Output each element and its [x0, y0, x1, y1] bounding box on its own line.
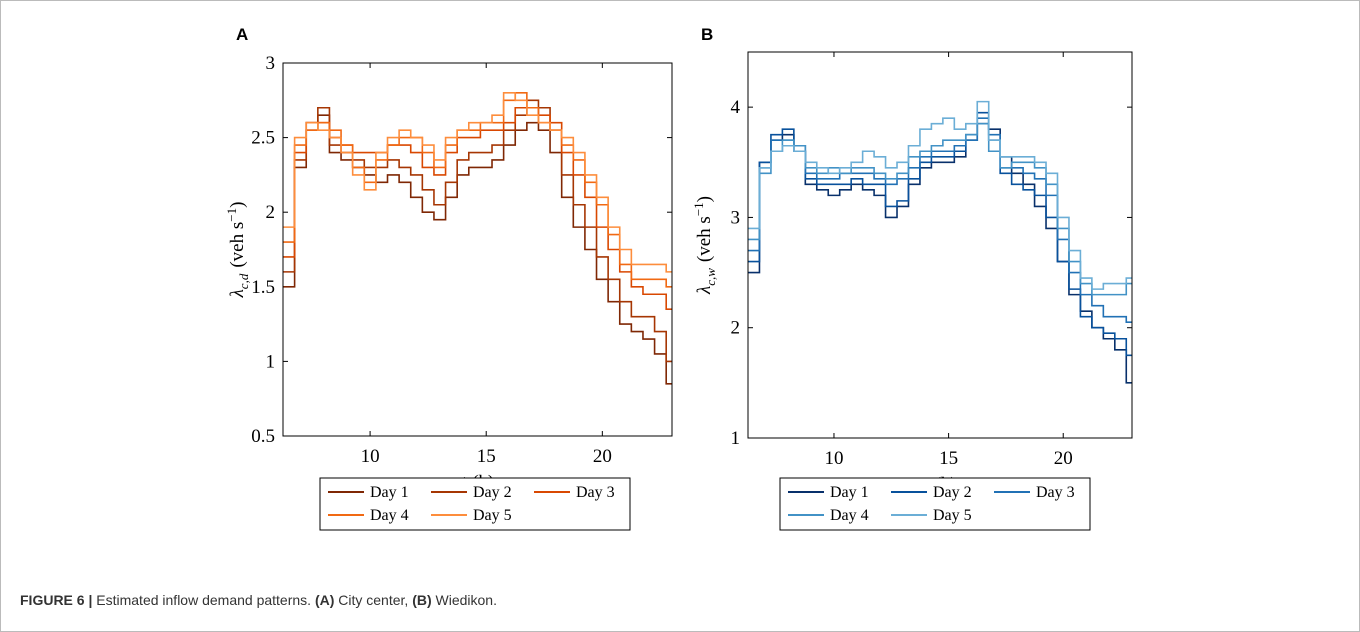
panel-label: B	[701, 25, 713, 44]
y-label-close: )	[694, 196, 715, 202]
x-tick-label: 10	[824, 448, 843, 469]
x-tick-label: 20	[1054, 448, 1073, 469]
caption-ref: (B)	[412, 592, 432, 608]
plot-area	[748, 100, 1132, 384]
y-label-subscript: c,w	[703, 268, 718, 286]
x-tick-label: 15	[477, 446, 496, 467]
series-line	[748, 100, 1132, 290]
caption-text: Estimated inflow demand patterns.	[92, 592, 315, 608]
y-tick-label: 1	[731, 428, 741, 449]
legend-label: Day 1	[830, 484, 869, 501]
y-tick-label: 2	[266, 202, 276, 223]
series-line	[283, 92, 672, 273]
legend-label: Day 4	[370, 507, 409, 524]
figure: A0.511.522.53101520t(h)λc,d(veh s−1)Day …	[224, 25, 1133, 531]
y-axis-label: λc,d (veh s−1)	[224, 202, 251, 299]
y-tick-label: 3	[731, 207, 741, 228]
x-tick-label: 20	[593, 446, 612, 467]
y-label-superscript: −1	[691, 202, 706, 216]
y-label-symbol: λ	[227, 289, 248, 298]
legend-label: Day 3	[576, 484, 615, 501]
plot-frame	[282, 62, 673, 437]
panel-label: A	[236, 25, 248, 44]
caption-text: Wiedikon.	[431, 592, 497, 608]
y-label-symbol: λ	[694, 286, 715, 295]
x-tick-label: 15	[939, 448, 958, 469]
legend-label: Day 5	[933, 507, 972, 524]
y-axis-label: λc,w (veh s−1)	[691, 196, 718, 295]
caption-ref: (A)	[314, 592, 335, 608]
y-tick-label: 3	[266, 53, 276, 74]
caption-text: City center,	[334, 592, 413, 608]
legend-label: Day 2	[473, 484, 512, 501]
y-label-unit: (veh s	[227, 222, 248, 268]
y-label-subscript: c,d	[236, 273, 251, 289]
x-tick-label: 10	[361, 446, 380, 467]
series-line	[283, 92, 672, 288]
caption-label: FIGURE 6 |	[20, 592, 93, 608]
plot-area	[283, 92, 672, 385]
legend-label: Day 3	[1036, 484, 1075, 501]
caption: FIGURE 6 | Estimated inflow demand patte…	[20, 592, 497, 608]
y-label-close: )	[227, 202, 248, 208]
legend-box	[779, 477, 1091, 531]
y-label-unit: (veh s	[694, 216, 715, 262]
y-tick-label: 4	[731, 97, 741, 118]
legend-box	[319, 477, 631, 531]
legend-label: Day 5	[473, 507, 512, 524]
legend-label: Day 2	[933, 484, 972, 501]
series-line	[748, 111, 1132, 357]
series-line	[748, 122, 1132, 296]
legend-label: Day 1	[370, 484, 409, 501]
y-tick-label: 1	[266, 351, 276, 372]
y-tick-label: 0.5	[251, 426, 275, 447]
y-tick-label: 2	[731, 318, 741, 339]
plot-frame	[747, 51, 1133, 439]
y-tick-label: 2.5	[251, 128, 275, 149]
legend-label: Day 4	[830, 507, 869, 524]
y-label-superscript: −1	[224, 208, 239, 222]
y-tick-label: 1.5	[251, 277, 275, 298]
